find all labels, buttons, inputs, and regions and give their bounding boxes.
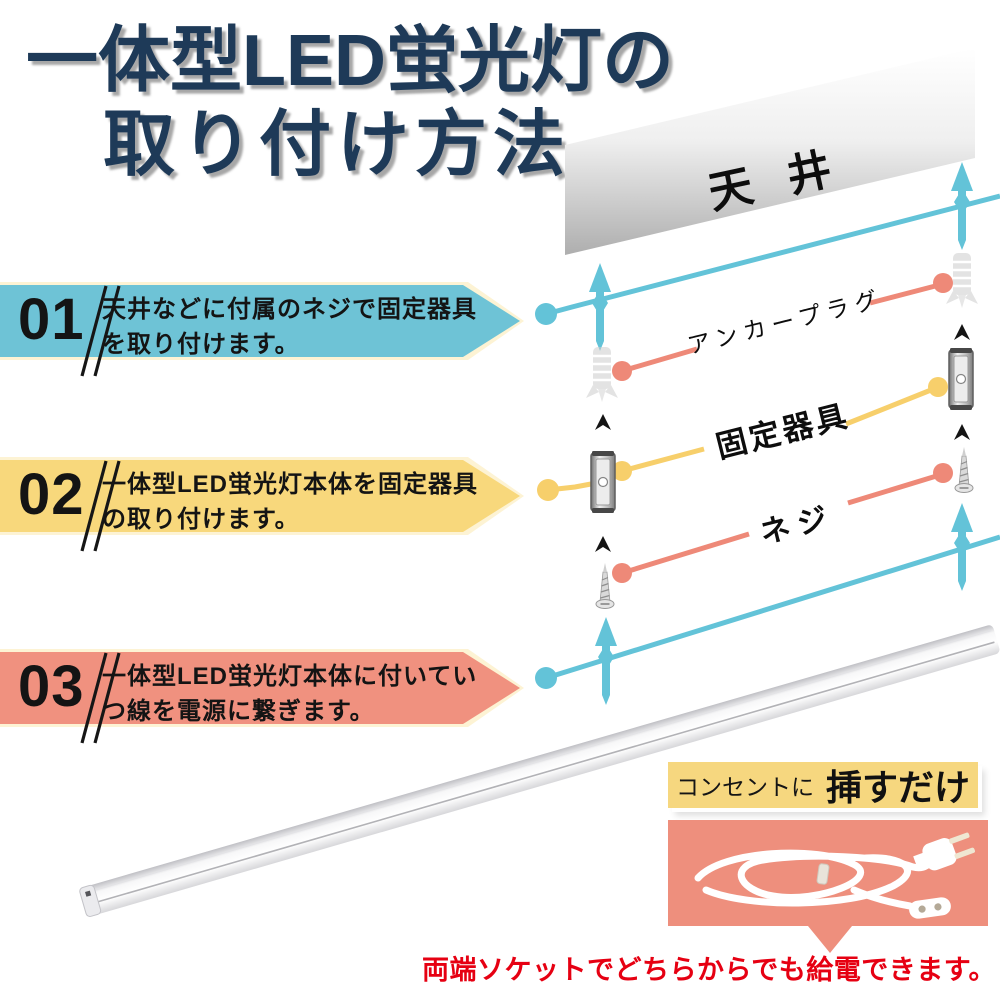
slash-decoration-icon xyxy=(80,652,121,744)
callout-emphasis: 挿すだけ xyxy=(825,767,970,808)
anchor-plug-leaders xyxy=(621,281,944,374)
bubble-tail xyxy=(808,926,852,953)
step-banner-02: 02 一体型LED蛍光灯本体を固定器具 の取り付けます。 xyxy=(0,457,524,552)
guide-dot-step3 xyxy=(535,667,557,689)
power-plug-icon xyxy=(913,832,975,871)
step-number: 01 xyxy=(18,287,85,352)
cord-socket-end-icon xyxy=(909,897,951,919)
leader-dot xyxy=(928,377,948,397)
step-number: 03 xyxy=(18,654,85,719)
step-banner-fill xyxy=(0,285,520,357)
step-text-line-2: つ線を電源に繋ぎます。 xyxy=(102,698,375,725)
page-title-line-2: 取り付け方法 xyxy=(102,104,571,185)
leader-dot xyxy=(933,273,953,293)
guide-dot-step1 xyxy=(535,303,557,325)
step-text-line-2: を取り付けます。 xyxy=(102,331,300,358)
ceiling-band xyxy=(565,48,975,255)
power-cord-bubble xyxy=(668,820,988,953)
callout-prefix: コンセントに xyxy=(675,774,814,800)
step-banner-03: 03 一体型LED蛍光灯本体に付いてい つ線を電源に繋ぎます。 xyxy=(0,649,524,744)
led-tube xyxy=(79,625,1000,917)
step-banner-01: 01 天井などに付属のネジで固定器具 を取り付けます。 xyxy=(0,282,524,377)
slash-decoration-icon xyxy=(80,460,121,552)
leader-dot xyxy=(612,461,632,481)
screw-leaders xyxy=(621,471,944,576)
step-text-line-1: 一体型LED蛍光灯本体に付いてい xyxy=(102,663,478,690)
step-text-line-2: の取り付けます。 xyxy=(102,506,300,533)
power-cord-illustration xyxy=(694,832,975,919)
page-title: 一体型LED蛍光灯の 取り付け方法 xyxy=(0,20,700,187)
leader-dot xyxy=(933,463,953,483)
order-arrow-icons xyxy=(595,324,970,552)
page-title-line-1: 一体型LED蛍光灯の xyxy=(25,21,674,101)
footer-note: 両端ソケットでどちらからでも給電できます。 xyxy=(422,955,996,985)
step-text-line-1: 天井などに付属のネジで固定器具 xyxy=(102,296,477,323)
leader-dot xyxy=(612,563,632,583)
screw-icon-left xyxy=(595,562,615,610)
step-number: 02 xyxy=(18,462,85,527)
up-arrow-icon xyxy=(589,263,611,351)
bracket-icon-left xyxy=(590,450,616,514)
step2-connector xyxy=(537,479,592,501)
step-text-line-1: 一体型LED蛍光灯本体を固定器具 xyxy=(102,471,478,498)
bracket-leaders xyxy=(621,385,937,474)
step-banner-fill xyxy=(0,460,520,532)
step-banner-fill xyxy=(0,652,520,724)
slash-decoration-icon xyxy=(80,285,121,377)
bracket-icon-right xyxy=(948,347,974,411)
leader-dot xyxy=(612,361,632,381)
plug-callout-box: コンセントに 挿すだけ xyxy=(668,762,978,808)
screw-icon-right xyxy=(954,446,974,494)
